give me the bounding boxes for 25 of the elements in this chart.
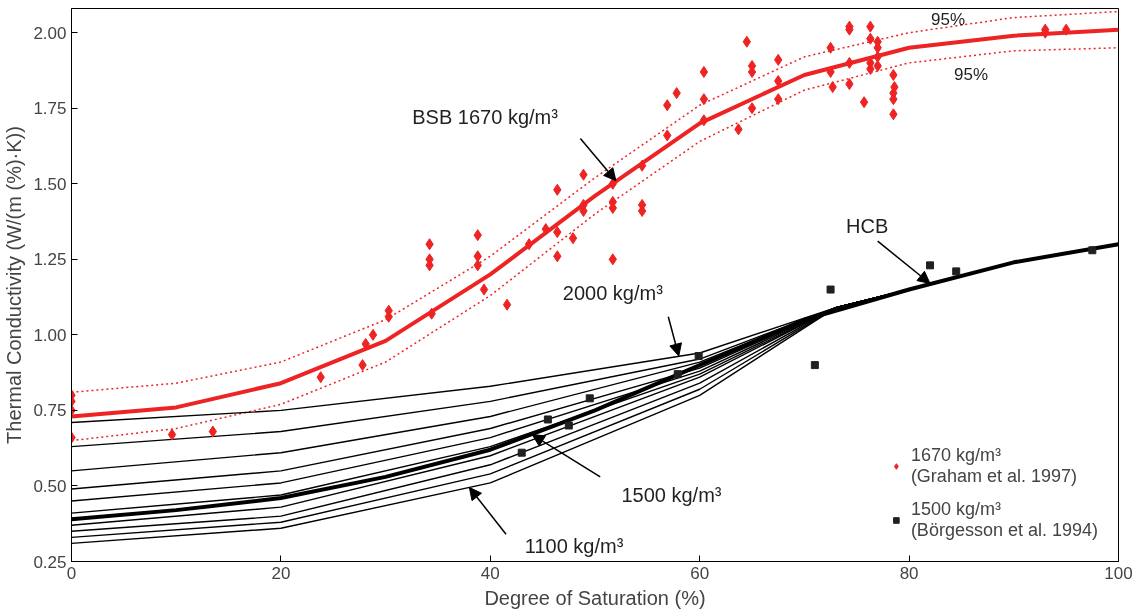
y-tick-label: 1.00 bbox=[33, 325, 67, 345]
legend-label: 1670 kg/m³ (Graham et al. 1997) bbox=[910, 445, 1077, 487]
y-tick-label: 1.75 bbox=[33, 99, 67, 119]
x-tick-label: 80 bbox=[899, 563, 919, 583]
annotation: 95% bbox=[931, 10, 966, 30]
y-tick-label: 0.75 bbox=[33, 401, 67, 421]
y-tick-label: 0.25 bbox=[33, 552, 67, 572]
legend-label: 1500 kg/m³ (Börgesson et al. 1994) bbox=[910, 499, 1098, 541]
x-tick-label: 0 bbox=[66, 563, 77, 583]
x-tick-label: 20 bbox=[271, 563, 291, 583]
x-tick-label: 40 bbox=[480, 563, 500, 583]
annotation: 95% bbox=[953, 64, 988, 84]
x-tick-label: 100 bbox=[1104, 563, 1133, 583]
y-axis-title: Thermal Conductivity (W/(m (%)·K)) bbox=[3, 126, 26, 444]
y-tick-label: 2.00 bbox=[33, 23, 67, 43]
annotation: BSB 1670 kg/m³ bbox=[412, 106, 559, 129]
annotation: 1500 kg/m³ bbox=[621, 484, 722, 507]
y-tick-label: 0.50 bbox=[33, 476, 67, 496]
y-tick-label: 1.25 bbox=[33, 250, 67, 270]
annotation: 2000 kg/m³ bbox=[562, 281, 664, 304]
annotation: HCB bbox=[846, 215, 889, 238]
x-axis-title: Degree of Saturation (%) bbox=[484, 586, 706, 609]
annotation: 1100 kg/m³ bbox=[524, 535, 624, 558]
x-tick-label: 60 bbox=[690, 563, 710, 583]
y-tick-label: 1.50 bbox=[33, 174, 67, 194]
